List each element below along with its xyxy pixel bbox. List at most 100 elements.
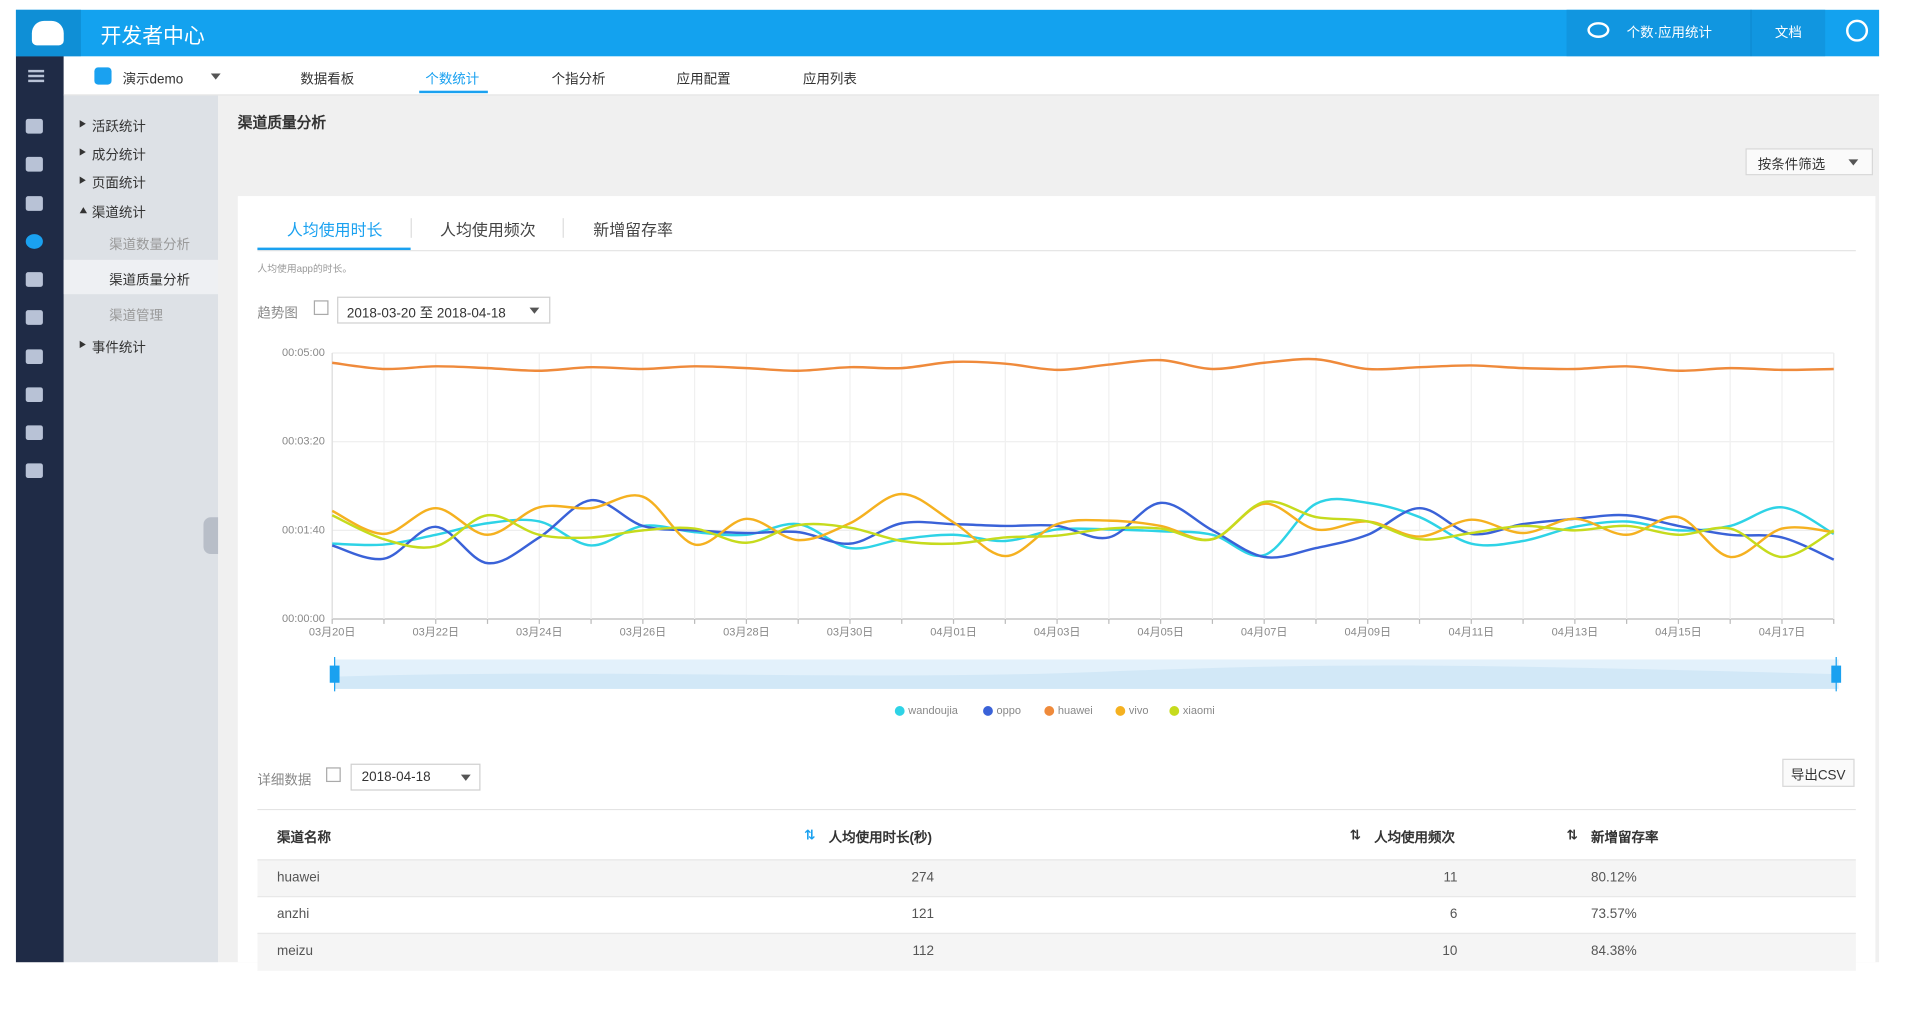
x-tick-label: 04月13日 (1552, 626, 1599, 638)
x-tick-label: 03月26日 (620, 626, 667, 638)
y-tick-label: 00:05:00 (282, 347, 325, 359)
sidebar-group[interactable]: 事件统计 (91, 340, 146, 356)
series-line (331, 500, 1835, 559)
stats-icon[interactable] (25, 234, 43, 249)
cell-frequency: 6 (1449, 907, 1458, 922)
x-tick-label: 03月28日 (723, 626, 770, 638)
legend-swatch (1115, 706, 1126, 716)
sidebar-collapse-handle[interactable] (203, 517, 219, 555)
app-stats-label[interactable]: 个数·应用统计 (1626, 25, 1712, 41)
nav-tab[interactable]: 个数统计 (425, 72, 480, 88)
filter-caret (1848, 159, 1859, 170)
cell-retention: 73.57% (1591, 907, 1637, 922)
detail-date-picker[interactable] (350, 763, 481, 791)
active-subtab-indicator (257, 247, 411, 251)
x-tick-label: 04月07日 (1241, 626, 1288, 638)
docs-button[interactable] (1750, 9, 1826, 57)
calendar-icon (313, 300, 329, 316)
cell-frequency: 10 (1442, 943, 1458, 959)
calendar-icon[interactable] (25, 349, 43, 365)
trend-label: 趋势图 (257, 306, 298, 322)
nav-tab[interactable]: 个指分析 (551, 72, 606, 88)
date-range-picker[interactable] (337, 296, 551, 324)
sort-icon[interactable]: ⇅ (1566, 828, 1578, 844)
sidebar-group[interactable]: 成分统计 (91, 148, 146, 164)
logo[interactable] (15, 9, 81, 57)
subtab[interactable]: 人均使用频次 (440, 220, 536, 240)
subtab[interactable]: 新增留存率 (593, 220, 673, 240)
detail-date-caret (460, 774, 471, 786)
sidebar-item[interactable]: 渠道数量分析 (109, 237, 190, 253)
calendar-icon (326, 767, 341, 783)
sort-icon[interactable]: ⇅ (1349, 828, 1361, 844)
sidebar-group[interactable]: 渠道统计 (91, 205, 146, 221)
legend-label: xiaomi (1183, 705, 1215, 717)
legend-swatch (894, 706, 905, 716)
mail-icon[interactable] (25, 425, 43, 441)
sidebar-caret (79, 120, 90, 128)
sidebar-caret (79, 176, 90, 184)
cell-frequency: 11 (1443, 870, 1458, 886)
fingerprint-icon[interactable] (25, 310, 43, 325)
analysis-icon[interactable] (25, 272, 43, 287)
export-label[interactable]: 导出CSV (1790, 768, 1846, 784)
sidebar-group[interactable]: 活跃统计 (91, 120, 146, 135)
active-tab-indicator (419, 90, 488, 94)
x-tick-label: 04月11日 (1448, 626, 1494, 638)
app-selector[interactable]: 演示demo (122, 72, 184, 88)
column-header[interactable]: 人均使用频次 (1374, 831, 1455, 846)
y-tick-label: 00:00:00 (282, 613, 325, 625)
zoom-shadow (334, 665, 1837, 689)
x-tick-label: 04月15日 (1655, 626, 1702, 638)
cell-duration: 121 (911, 907, 935, 922)
dashboard-icon[interactable] (25, 156, 43, 172)
sidebar-item[interactable]: 渠道管理 (109, 308, 164, 324)
user-icon[interactable] (1846, 19, 1869, 42)
zoom-handle[interactable] (1831, 665, 1842, 683)
x-tick-label: 03月20日 (309, 626, 356, 638)
docs-label[interactable]: 文档 (1774, 25, 1802, 41)
x-tick-label: 03月22日 (412, 626, 459, 638)
nav-tab[interactable]: 应用配置 (676, 72, 731, 88)
cell-retention: 84.38% (1591, 943, 1637, 959)
column-header[interactable]: 新增留存率 (1591, 831, 1659, 846)
nav-tab[interactable]: 数据看板 (300, 72, 355, 88)
sidebar-active-item (63, 259, 219, 295)
x-tick-label: 03月30日 (827, 626, 874, 638)
sidebar-caret (79, 148, 90, 156)
date-range-value[interactable]: 2018-03-20 至 2018-04-18 (346, 306, 506, 322)
nav-tab[interactable]: 应用列表 (802, 72, 857, 88)
y-tick-label: 00:03:20 (282, 436, 325, 448)
table-header-row (257, 810, 1856, 860)
sort-icon[interactable]: ⇅ (804, 828, 816, 844)
menu-toggle[interactable] (28, 69, 45, 73)
y-tick-label: 00:01:40 (282, 524, 325, 536)
cell-duration: 112 (912, 943, 935, 959)
mail-open-icon[interactable] (25, 387, 43, 403)
x-tick-label: 04月05日 (1137, 626, 1184, 638)
x-tick-label: 03月24日 (516, 626, 563, 638)
cell-retention: 80.12% (1591, 870, 1637, 886)
column-header[interactable]: 人均使用时长(秒) (828, 831, 932, 846)
sidebar-caret (79, 203, 88, 214)
filter-label[interactable]: 按条件筛选 (1757, 158, 1826, 173)
app-icon[interactable] (25, 196, 43, 211)
legend-label: huawei (1058, 705, 1093, 717)
table-row (257, 932, 1856, 971)
export-button[interactable] (1782, 758, 1855, 787)
subtab[interactable]: 人均使用时长 (286, 220, 383, 240)
series-line (331, 492, 1834, 559)
x-tick-label: 04月01日 (930, 626, 977, 638)
x-tick-label: 04月03日 (1034, 626, 1081, 638)
zoom-handle[interactable] (329, 665, 340, 683)
date-range-caret (529, 307, 540, 319)
home-icon[interactable] (25, 118, 43, 134)
cell-name: meizu (277, 943, 313, 959)
message-icon[interactable] (25, 463, 43, 479)
sidebar-group[interactable]: 页面统计 (91, 176, 146, 192)
sidebar-item[interactable]: 渠道质量分析 (109, 273, 190, 289)
legend-swatch (1044, 706, 1055, 716)
detail-date-value[interactable]: 2018-04-18 (361, 769, 431, 785)
tab-bar (63, 56, 1880, 96)
